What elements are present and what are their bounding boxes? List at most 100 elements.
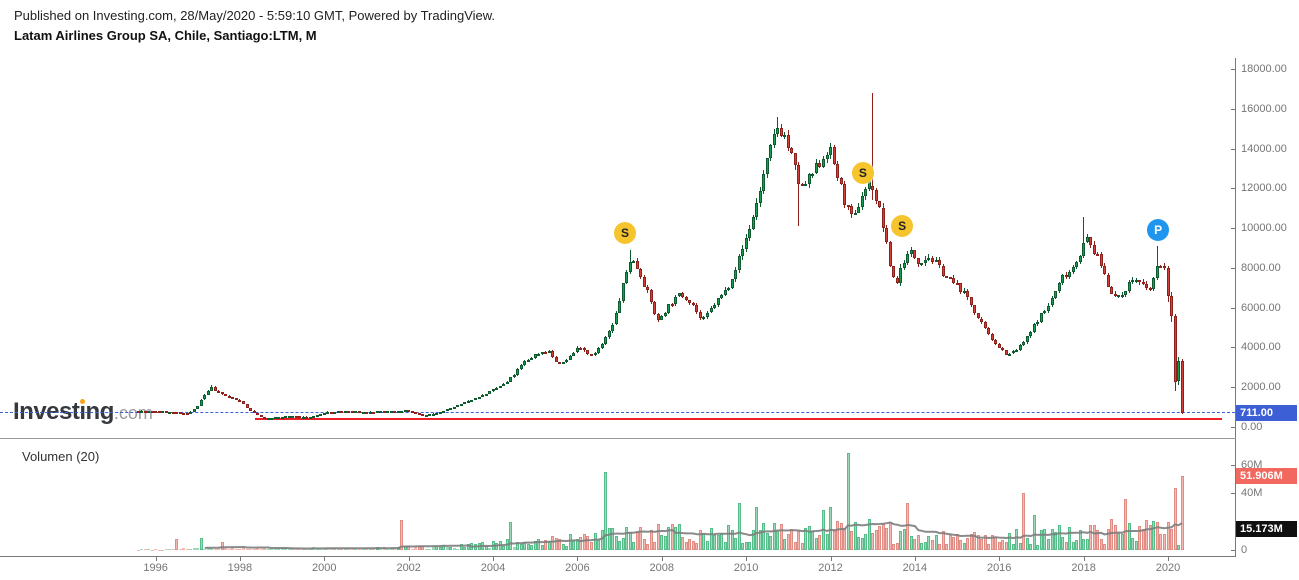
candle [329, 411, 333, 414]
candle [639, 268, 643, 277]
candle [1046, 305, 1050, 311]
volume-bar [168, 548, 172, 550]
price-tick-label: 8000.00 [1241, 261, 1281, 274]
candle [498, 386, 502, 388]
volume-tick-label: 0 [1241, 544, 1248, 556]
volume-bar [955, 533, 959, 550]
volume-bar [509, 521, 513, 550]
volume-bar [266, 549, 270, 551]
candle-wick [935, 257, 937, 263]
candle [428, 414, 432, 417]
logo-text-main: Invest [13, 398, 80, 425]
candle [203, 394, 207, 400]
volume-bar [217, 547, 221, 550]
candle [829, 146, 832, 155]
price-tick-label: 0.00 [1241, 421, 1263, 433]
year-tick [577, 556, 579, 561]
volume-bar [189, 549, 193, 550]
candle [1148, 288, 1152, 291]
price-tick [1231, 148, 1236, 150]
candle [502, 383, 506, 386]
year-tick [830, 556, 832, 561]
candle [948, 277, 952, 280]
volume-bar [677, 523, 681, 550]
volume-bar [540, 545, 544, 550]
volume-bar [445, 547, 449, 550]
candle [825, 154, 829, 159]
volume-bar [607, 528, 611, 550]
published-line: Published on Investing.com, 28/May/2020 … [14, 8, 496, 23]
candle [333, 411, 337, 414]
volume-bar [769, 535, 773, 550]
candle [765, 158, 769, 174]
candle [772, 134, 776, 145]
volume-bar [1141, 528, 1145, 550]
candle [1173, 315, 1177, 383]
candle [822, 158, 825, 167]
candle [762, 173, 766, 191]
candle [372, 411, 375, 414]
price-tick [1231, 347, 1236, 349]
candle [797, 165, 801, 184]
volume-bar [234, 549, 238, 550]
volume-bar [199, 537, 203, 550]
candle [136, 410, 140, 413]
candle [1057, 282, 1061, 292]
candle [790, 147, 794, 154]
year-tick [493, 556, 494, 561]
candle [892, 266, 896, 278]
candle [1170, 295, 1173, 316]
candle [516, 369, 520, 375]
candle [185, 413, 189, 416]
candle [189, 411, 193, 414]
candle [994, 339, 998, 345]
volume-tick-label: 40M [1241, 487, 1263, 500]
candle [758, 190, 762, 203]
candle [154, 410, 158, 413]
candle [582, 348, 586, 351]
candle [611, 324, 615, 332]
candle [509, 377, 513, 382]
candle [340, 411, 344, 414]
candle-wick [847, 204, 849, 210]
price-tick [1231, 188, 1236, 190]
candle-wick [805, 181, 807, 187]
candle [878, 201, 882, 208]
year-tick-label: 2012 [818, 562, 843, 574]
candle [407, 410, 411, 413]
candle [206, 390, 210, 395]
candle [720, 294, 723, 299]
candle [1085, 237, 1089, 243]
page-title: Latam Airlines Group SA, Chile, Santiago… [14, 28, 317, 43]
candle [779, 128, 783, 136]
volume-tick [1231, 464, 1236, 466]
candle [481, 394, 484, 397]
candle [938, 260, 941, 266]
candle [178, 412, 182, 415]
candle [737, 256, 741, 270]
volume-bar [516, 542, 520, 550]
candle [519, 365, 523, 370]
sell-marker: S [851, 162, 874, 184]
candle [1131, 280, 1135, 283]
year-tick [1083, 556, 1085, 561]
year-tick-label: 2002 [396, 562, 421, 574]
candle [677, 293, 681, 297]
candle [147, 410, 150, 413]
candle [389, 411, 393, 413]
candle [558, 361, 562, 364]
candle [818, 163, 822, 167]
candle [400, 410, 404, 413]
candle [393, 411, 397, 413]
year-tick-label: 1998 [227, 562, 253, 574]
candle [168, 411, 172, 414]
candle [723, 289, 727, 295]
candle [786, 134, 790, 148]
sell-marker: S [614, 222, 636, 245]
candle [1138, 280, 1142, 282]
candle [885, 228, 889, 243]
candle [1061, 275, 1064, 283]
candle [625, 272, 629, 284]
candle [1054, 291, 1057, 299]
candle [157, 411, 161, 414]
